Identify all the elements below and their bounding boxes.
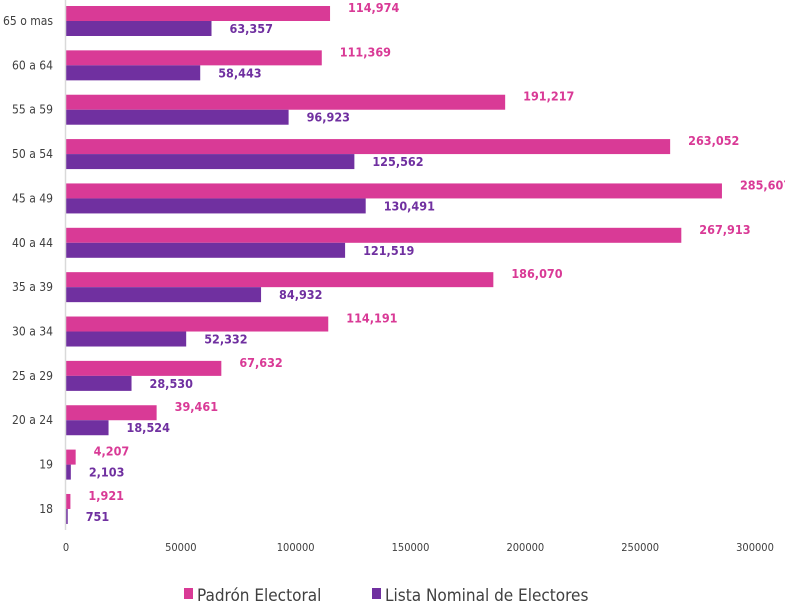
bar-lista bbox=[66, 287, 262, 303]
legend-swatch-lista bbox=[372, 588, 381, 599]
bar-padron bbox=[66, 50, 322, 66]
data-label: 67,632 bbox=[239, 355, 282, 370]
x-tick-label: 250000 bbox=[621, 541, 659, 554]
data-label: 114,974 bbox=[348, 0, 399, 15]
x-tick-labels-group: 0 50000 100000 150000 200000 250000 300000 bbox=[63, 541, 774, 554]
category-labels-group: 65 o mas 60 a 64 55 a 59 50 a 54 45 a 49 40 a… bbox=[3, 14, 53, 516]
category-label: 18 bbox=[39, 502, 53, 516]
bar-padron bbox=[66, 316, 329, 332]
category-label: 30 a 34 bbox=[12, 325, 53, 339]
data-label: 130,491 bbox=[384, 198, 435, 213]
bar-lista bbox=[66, 198, 366, 214]
bar-padron bbox=[66, 6, 331, 21]
bar-padron bbox=[66, 94, 506, 110]
x-tick-label: 0 bbox=[63, 541, 69, 554]
bar-padron bbox=[66, 272, 494, 288]
x-tick-label: 150000 bbox=[392, 541, 430, 554]
bar-lista bbox=[66, 154, 355, 170]
bar-lista bbox=[66, 331, 187, 347]
data-labels-group: 114,974 63,357 111,369 58,443 191,217 96,923 2… bbox=[86, 0, 785, 524]
category-label: 50 a 54 bbox=[12, 147, 53, 161]
category-label: 35 a 39 bbox=[12, 280, 53, 294]
x-tick-label: 50000 bbox=[165, 541, 196, 554]
data-label: 263,052 bbox=[688, 133, 739, 148]
data-label: 751 bbox=[86, 509, 110, 524]
bar-lista bbox=[66, 65, 201, 81]
data-label: 114,191 bbox=[346, 311, 397, 326]
bar-lista bbox=[66, 242, 346, 258]
category-label: 65 o mas bbox=[3, 14, 53, 28]
data-label: 2,103 bbox=[89, 465, 125, 480]
bar-padron bbox=[66, 493, 71, 509]
data-label: 4,207 bbox=[94, 444, 130, 459]
data-label: 58,443 bbox=[218, 65, 261, 80]
category-label: 55 a 59 bbox=[12, 103, 53, 117]
category-label: 60 a 64 bbox=[12, 58, 53, 72]
legend-label-lista: Lista Nominal de Electores bbox=[385, 586, 588, 605]
data-label: 96,923 bbox=[307, 110, 350, 125]
data-label: 52,332 bbox=[204, 332, 247, 347]
bar-padron bbox=[66, 449, 76, 465]
data-label: 1,921 bbox=[88, 488, 124, 503]
data-label: 18,524 bbox=[127, 420, 171, 435]
data-label: 267,913 bbox=[699, 222, 750, 237]
data-label: 186,070 bbox=[511, 266, 562, 281]
bar-padron bbox=[66, 405, 157, 421]
x-tick-label: 200000 bbox=[506, 541, 544, 554]
bar-lista bbox=[66, 508, 68, 524]
bar-padron bbox=[66, 360, 222, 376]
category-label: 19 bbox=[39, 458, 53, 472]
data-label: 28,530 bbox=[150, 376, 194, 391]
bar-lista bbox=[66, 464, 71, 480]
bar-padron bbox=[66, 139, 671, 155]
bar-padron bbox=[66, 227, 682, 243]
legend-label-padron: Padrón Electoral bbox=[197, 586, 321, 605]
data-label: 63,357 bbox=[230, 21, 273, 36]
data-label: 39,461 bbox=[175, 399, 219, 414]
bar-lista bbox=[66, 109, 289, 125]
bar-lista bbox=[66, 420, 109, 436]
bar-lista bbox=[66, 375, 132, 391]
legend: Padrón Electoral Lista Nominal de Electo… bbox=[184, 586, 588, 605]
data-label: 125,562 bbox=[372, 154, 423, 169]
bar-lista bbox=[66, 21, 212, 36]
x-tick-label: 100000 bbox=[277, 541, 315, 554]
bars-group bbox=[66, 6, 722, 524]
category-label: 25 a 29 bbox=[12, 369, 53, 383]
data-label: 84,932 bbox=[279, 287, 322, 302]
data-label: 285,607 bbox=[740, 177, 785, 192]
category-label: 45 a 49 bbox=[12, 191, 53, 205]
data-label: 111,369 bbox=[340, 44, 391, 59]
category-label: 20 a 24 bbox=[12, 413, 53, 427]
x-tick-label: 300000 bbox=[736, 541, 774, 554]
bar-padron bbox=[66, 183, 722, 199]
category-label: 40 a 44 bbox=[12, 236, 53, 250]
legend-swatch-padron bbox=[184, 588, 193, 599]
data-label: 121,519 bbox=[363, 243, 414, 258]
data-label: 191,217 bbox=[523, 89, 574, 104]
